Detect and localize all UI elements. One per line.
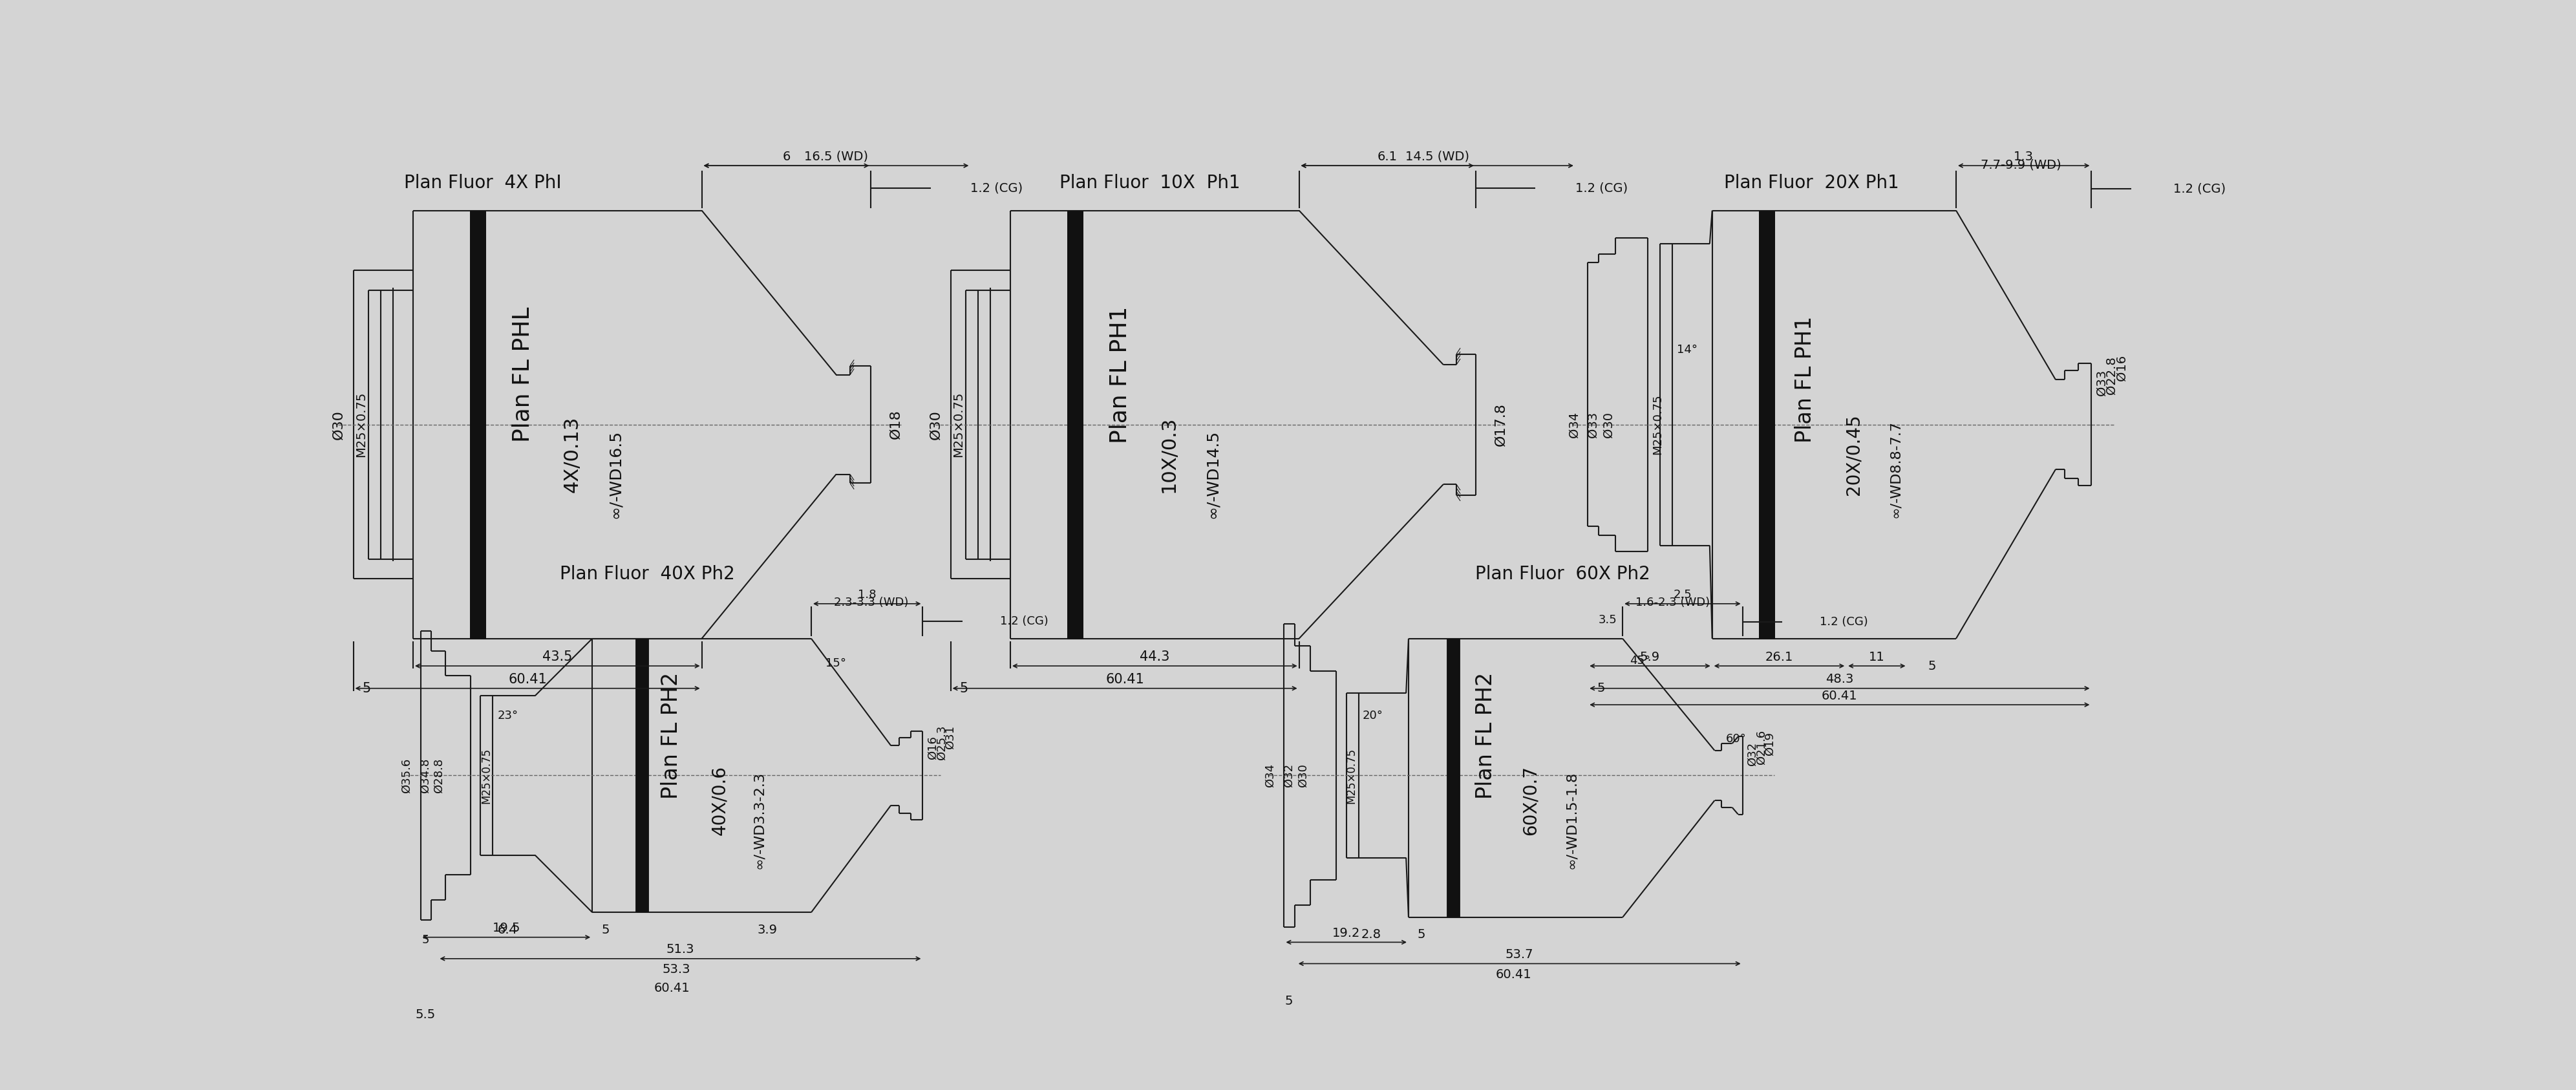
Text: Ø32: Ø32 xyxy=(1283,763,1296,787)
Text: Plan FL PH2: Plan FL PH2 xyxy=(1476,673,1497,799)
Text: 5: 5 xyxy=(1927,659,1935,673)
Text: Ø21.6: Ø21.6 xyxy=(1757,729,1767,764)
Text: 16.5 (WD): 16.5 (WD) xyxy=(804,150,868,162)
Text: Ø30: Ø30 xyxy=(930,410,943,439)
Text: 60X/0.7: 60X/0.7 xyxy=(1522,765,1540,835)
Text: 5: 5 xyxy=(600,923,611,936)
Text: 1.2 (CG): 1.2 (CG) xyxy=(971,182,1023,194)
Text: Plan FL PH2: Plan FL PH2 xyxy=(659,673,683,799)
Text: Ø30: Ø30 xyxy=(1602,412,1615,437)
Text: ∞/-WD1.5-1.8: ∞/-WD1.5-1.8 xyxy=(1564,772,1577,869)
Text: Ø34: Ø34 xyxy=(1265,763,1275,787)
Text: M25×0.75: M25×0.75 xyxy=(1651,395,1664,455)
Text: Ø16: Ø16 xyxy=(2115,355,2128,381)
Text: Ø18: Ø18 xyxy=(889,410,902,439)
Text: 20X/0.45: 20X/0.45 xyxy=(1844,414,1862,495)
Text: 5: 5 xyxy=(1285,995,1293,1007)
Text: 6.4: 6.4 xyxy=(497,923,518,936)
Text: 7.7-9.9 (WD): 7.7-9.9 (WD) xyxy=(1981,158,2061,171)
Text: 2.5: 2.5 xyxy=(1674,589,1692,601)
Text: 60.41: 60.41 xyxy=(654,982,690,994)
Text: 44.3: 44.3 xyxy=(1139,651,1170,664)
Text: M25×0.75: M25×0.75 xyxy=(1345,748,1358,803)
Text: Plan Fluor  40X Ph2: Plan Fluor 40X Ph2 xyxy=(559,565,734,583)
Text: 19.2: 19.2 xyxy=(1332,928,1360,940)
Text: 48.3: 48.3 xyxy=(1826,674,1855,686)
Text: 20°: 20° xyxy=(1363,710,1383,722)
Text: Ø34: Ø34 xyxy=(1569,412,1579,437)
Text: Ø34.8: Ø34.8 xyxy=(420,758,430,794)
Text: Ø33: Ø33 xyxy=(2094,370,2107,396)
Text: 1.2 (CG): 1.2 (CG) xyxy=(1819,616,1868,628)
Text: 23°: 23° xyxy=(497,710,518,722)
Text: 51.3: 51.3 xyxy=(667,944,696,956)
Text: 3.5: 3.5 xyxy=(1597,615,1618,626)
Text: Ø31: Ø31 xyxy=(945,726,956,750)
Text: 1.2 (CG): 1.2 (CG) xyxy=(1577,182,1628,194)
Text: 6.1: 6.1 xyxy=(1378,150,1396,162)
Text: 2.8: 2.8 xyxy=(1360,929,1381,941)
Text: 5: 5 xyxy=(363,682,371,694)
Text: 14.5 (WD): 14.5 (WD) xyxy=(1404,150,1468,162)
Text: 53.7: 53.7 xyxy=(1504,948,1533,960)
Text: Plan Fluor  60X Ph2: Plan Fluor 60X Ph2 xyxy=(1476,565,1651,583)
Text: 43.5: 43.5 xyxy=(544,651,572,664)
Text: 53.3: 53.3 xyxy=(662,964,690,976)
Text: Plan Fluor  10X  Ph1: Plan Fluor 10X Ph1 xyxy=(1059,174,1239,192)
Text: Ø19: Ø19 xyxy=(1765,731,1775,755)
Text: ∞/-WD8.8-7.7: ∞/-WD8.8-7.7 xyxy=(1888,421,1901,518)
Text: Plan Fluor  20X Ph1: Plan Fluor 20X Ph1 xyxy=(1723,174,1899,192)
Text: 1.2 (CG): 1.2 (CG) xyxy=(2174,183,2226,195)
Text: 2.3-3.3 (WD): 2.3-3.3 (WD) xyxy=(835,597,909,608)
Text: 5: 5 xyxy=(1597,682,1605,694)
Text: Ø35.6: Ø35.6 xyxy=(402,758,412,794)
Text: Ø28.8: Ø28.8 xyxy=(433,758,443,792)
Text: 1.6-2.3 (WD): 1.6-2.3 (WD) xyxy=(1636,597,1710,608)
Text: 1.2 (CG): 1.2 (CG) xyxy=(999,616,1048,627)
Text: ∞/-WD14.5: ∞/-WD14.5 xyxy=(1206,429,1221,519)
Text: Ø16: Ø16 xyxy=(927,736,938,760)
Text: 60.41: 60.41 xyxy=(1821,690,1857,702)
Text: 5: 5 xyxy=(422,934,430,945)
Text: 3.9: 3.9 xyxy=(757,923,778,936)
Text: 5.5: 5.5 xyxy=(415,1008,435,1020)
Text: Ø22.8: Ø22.8 xyxy=(2105,356,2117,395)
Text: 6: 6 xyxy=(783,150,791,162)
Text: Plan FL PH1: Plan FL PH1 xyxy=(1110,306,1131,444)
Text: 19.5: 19.5 xyxy=(492,922,520,934)
Text: Plan Fluor  4X PhI: Plan Fluor 4X PhI xyxy=(404,174,562,192)
Text: 5: 5 xyxy=(1417,929,1425,941)
Text: 60.41: 60.41 xyxy=(1105,673,1144,686)
Text: 45°: 45° xyxy=(1631,655,1651,667)
Text: 1.8: 1.8 xyxy=(858,589,876,601)
Text: Ø17.8: Ø17.8 xyxy=(1494,403,1507,446)
Text: 5: 5 xyxy=(961,682,969,694)
Text: Ø30: Ø30 xyxy=(332,410,345,439)
Text: M25×0.75: M25×0.75 xyxy=(355,391,366,458)
Text: 60.41: 60.41 xyxy=(1494,968,1530,981)
Text: ∞/-WD16.5: ∞/-WD16.5 xyxy=(608,429,623,519)
Text: Ø33: Ø33 xyxy=(1587,412,1600,437)
Text: 11: 11 xyxy=(1868,651,1886,663)
Text: M25×0.75: M25×0.75 xyxy=(953,391,963,458)
Text: ∞/-WD3.3-2.3: ∞/-WD3.3-2.3 xyxy=(752,772,765,869)
Text: 14°: 14° xyxy=(1677,344,1698,355)
Text: M25×0.75: M25×0.75 xyxy=(479,748,492,803)
Text: Plan FL PHL: Plan FL PHL xyxy=(513,307,533,443)
Text: 40X/0.6: 40X/0.6 xyxy=(711,765,729,835)
Text: Ø25.3: Ø25.3 xyxy=(935,725,948,760)
Text: 26.1: 26.1 xyxy=(1765,651,1793,663)
Text: Ø32: Ø32 xyxy=(1747,742,1759,766)
Text: 1.3: 1.3 xyxy=(2014,150,2035,162)
Text: 10X/0.3: 10X/0.3 xyxy=(1159,416,1177,493)
Text: 4X/0.13: 4X/0.13 xyxy=(562,416,582,493)
Text: 5.9: 5.9 xyxy=(1641,651,1659,663)
Text: Ø30: Ø30 xyxy=(1298,763,1309,787)
Text: 60.41: 60.41 xyxy=(507,673,546,686)
Text: 15°: 15° xyxy=(827,657,848,669)
Text: Plan FL PH1: Plan FL PH1 xyxy=(1795,316,1816,444)
Text: 60°: 60° xyxy=(1726,732,1747,744)
